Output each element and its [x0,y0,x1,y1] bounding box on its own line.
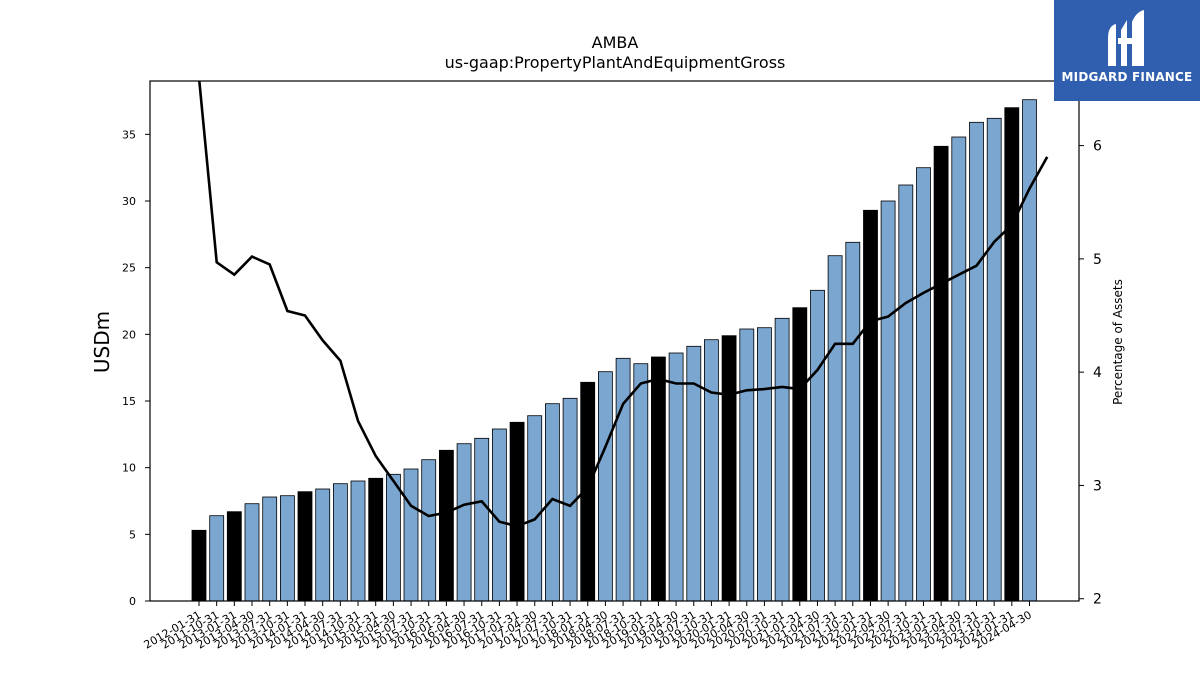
midgard-logo-icon [1108,10,1144,66]
brand-name: MIDGARD FINANCE [1061,70,1193,84]
bar-2015-07-31 [438,449,454,601]
bar-2012-10-31 [244,503,260,601]
bar-2017-10-31 [598,371,613,601]
percentage-of-assets-line [198,81,1049,528]
chart-subtitle: us-gaap:PropertyPlantAndEquipmentGross [445,53,786,72]
bar-2016-01-31 [474,437,490,601]
bar-2018-07-31 [651,356,666,601]
bar-2018-01-31 [615,357,631,601]
bar-2019-07-31 [721,335,737,601]
bar-2015-10-31 [456,443,472,601]
bar-2021-10-31 [880,200,896,601]
y-tick-label: 10 [122,462,136,475]
bar-2018-10-31 [668,352,684,601]
y2-tick-label: 2 [1093,592,1102,608]
bar-2015-01-31 [403,468,419,601]
bar-2012-04-30 [209,515,225,601]
bar-2021-01-31 [827,255,843,601]
bar-2020-01-31 [757,327,772,601]
bar-2022-10-31 [951,136,967,601]
bar-2021-07-31 [863,209,878,601]
bar-2022-01-31 [898,184,914,601]
y2-tick-label: 4 [1093,365,1102,381]
bar-2013-10-31 [315,488,331,601]
bar-2020-04-30 [774,317,790,601]
bar-2016-10-31 [527,415,543,601]
y2-tick-label: 3 [1093,478,1102,494]
chart-title: AMBA [592,33,639,52]
bar-2014-04-30 [350,480,366,601]
bar-2023-01-31 [969,121,984,601]
bar-2023-04-30 [986,117,1002,601]
y-tick-label: 30 [122,195,136,208]
line-layer [198,81,1049,528]
bar-2023-10-31 [1022,99,1037,601]
y-tick-label: 25 [122,262,136,275]
bar-2012-07-31 [226,511,242,601]
bar-2014-10-31 [385,473,401,601]
bar-2015-04-30 [421,459,437,601]
bar-2013-07-31 [297,491,313,601]
axes-layer: 05101520253035234562012-01-312011-10-312… [122,80,1102,652]
y-tick-label: 35 [122,128,136,141]
brand-logo: MIDGARD FINANCE [1054,0,1200,101]
bars-layer [191,99,1037,601]
y2-axis-label: Percentage of Assets [1111,279,1125,405]
bar-2016-07-31 [509,421,525,601]
y-tick-label: 15 [122,395,136,408]
bar-2013-01-31 [262,496,278,601]
bar-2017-01-31 [545,403,560,601]
bar-2013-04-30 [279,495,295,601]
y2-tick-label: 6 [1093,139,1102,155]
bar-2020-10-31 [810,289,825,601]
bar-2020-07-31 [792,307,808,601]
y-tick-label: 0 [129,595,136,608]
bar-2019-04-30 [704,339,719,601]
bar-2022-07-31 [933,145,949,601]
bar-2019-10-31 [739,328,755,601]
bar-2021-04-30 [845,241,861,601]
y-tick-label: 5 [129,528,136,541]
bar-2012-01-31 [191,529,207,601]
y-tick-label: 20 [122,328,136,341]
y2-tick-label: 5 [1093,252,1102,268]
bar-2023-07-31 [1004,107,1020,601]
y-axis-label: USDm [90,311,114,373]
bar-2018-04-30 [633,363,649,601]
bar-2014-01-31 [332,483,348,601]
bar-2014-07-31 [368,477,384,601]
plot-frame [149,80,1080,602]
bar-2022-04-30 [916,167,931,601]
